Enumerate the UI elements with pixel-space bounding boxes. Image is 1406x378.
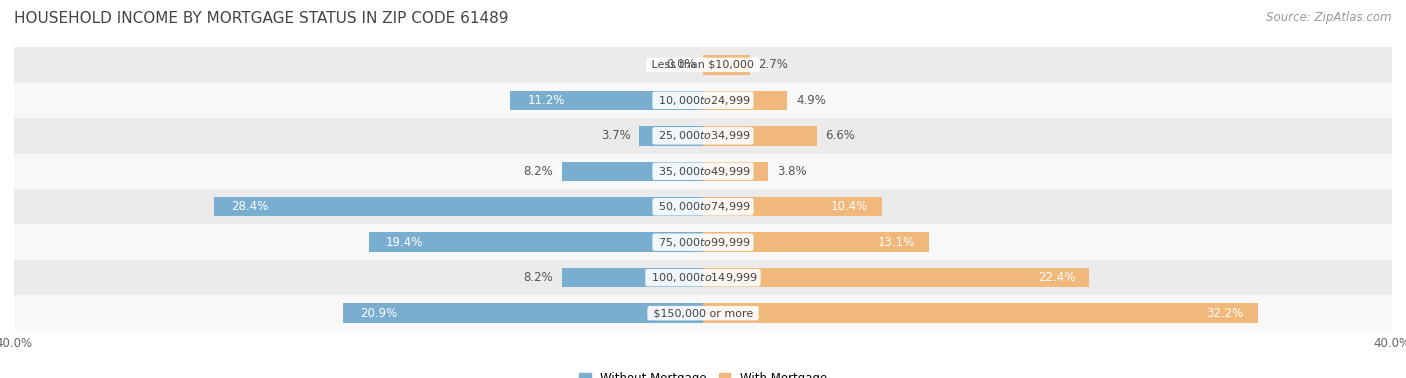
Bar bbox=[703, 126, 817, 146]
Text: 10.4%: 10.4% bbox=[831, 200, 869, 213]
Bar bbox=[14, 295, 1392, 331]
Text: 3.7%: 3.7% bbox=[600, 129, 631, 142]
Text: 11.2%: 11.2% bbox=[527, 94, 565, 107]
Bar bbox=[14, 260, 1392, 295]
Text: $75,000 to $99,999: $75,000 to $99,999 bbox=[655, 236, 751, 249]
Bar bbox=[703, 197, 882, 217]
Text: 13.1%: 13.1% bbox=[877, 236, 915, 249]
Bar bbox=[703, 91, 787, 110]
Text: Less than $10,000: Less than $10,000 bbox=[648, 60, 758, 70]
Bar bbox=[14, 189, 1392, 225]
Bar bbox=[510, 91, 703, 110]
Bar bbox=[14, 118, 1392, 153]
Legend: Without Mortgage, With Mortgage: Without Mortgage, With Mortgage bbox=[574, 367, 832, 378]
Text: $35,000 to $49,999: $35,000 to $49,999 bbox=[655, 165, 751, 178]
Bar bbox=[14, 153, 1392, 189]
Text: 3.8%: 3.8% bbox=[778, 165, 807, 178]
Text: 2.7%: 2.7% bbox=[758, 58, 787, 71]
Text: 28.4%: 28.4% bbox=[231, 200, 269, 213]
Bar bbox=[703, 304, 1257, 323]
Text: 22.4%: 22.4% bbox=[1038, 271, 1076, 284]
Bar bbox=[14, 225, 1392, 260]
Bar bbox=[703, 161, 769, 181]
Bar bbox=[14, 83, 1392, 118]
Bar bbox=[562, 161, 703, 181]
Text: $100,000 to $149,999: $100,000 to $149,999 bbox=[648, 271, 758, 284]
Text: HOUSEHOLD INCOME BY MORTGAGE STATUS IN ZIP CODE 61489: HOUSEHOLD INCOME BY MORTGAGE STATUS IN Z… bbox=[14, 11, 509, 26]
Text: $10,000 to $24,999: $10,000 to $24,999 bbox=[655, 94, 751, 107]
Text: 0.0%: 0.0% bbox=[666, 58, 696, 71]
Bar bbox=[562, 268, 703, 287]
Bar bbox=[703, 232, 928, 252]
Text: 32.2%: 32.2% bbox=[1206, 307, 1244, 320]
Bar bbox=[703, 268, 1088, 287]
Text: 8.2%: 8.2% bbox=[523, 165, 553, 178]
Text: Source: ZipAtlas.com: Source: ZipAtlas.com bbox=[1267, 11, 1392, 24]
Text: $150,000 or more: $150,000 or more bbox=[650, 308, 756, 318]
Text: 19.4%: 19.4% bbox=[387, 236, 423, 249]
Text: $50,000 to $74,999: $50,000 to $74,999 bbox=[655, 200, 751, 213]
Bar bbox=[368, 232, 703, 252]
Bar bbox=[343, 304, 703, 323]
Text: 20.9%: 20.9% bbox=[360, 307, 398, 320]
Text: 4.9%: 4.9% bbox=[796, 94, 825, 107]
Text: $25,000 to $34,999: $25,000 to $34,999 bbox=[655, 129, 751, 142]
Text: 8.2%: 8.2% bbox=[523, 271, 553, 284]
Bar bbox=[214, 197, 703, 217]
Bar bbox=[640, 126, 703, 146]
Bar bbox=[14, 47, 1392, 83]
Text: 6.6%: 6.6% bbox=[825, 129, 855, 142]
Bar bbox=[703, 55, 749, 74]
